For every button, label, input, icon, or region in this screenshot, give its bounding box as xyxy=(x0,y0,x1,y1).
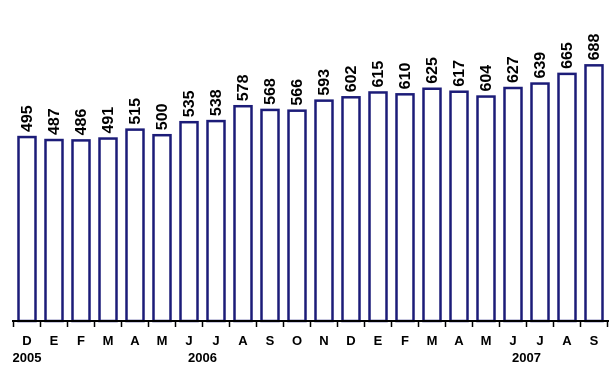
value-label-6: 535 xyxy=(181,90,198,117)
category-label-9: S xyxy=(266,333,275,348)
bar-16 xyxy=(449,90,469,323)
category-label-7: J xyxy=(212,333,219,348)
value-label-15: 625 xyxy=(424,57,441,84)
value-label-0: 495 xyxy=(19,105,36,132)
category-label-6: J xyxy=(185,333,192,348)
value-label-9: 568 xyxy=(262,78,279,105)
bar-21 xyxy=(584,64,604,323)
value-labels-group: 495 487 486 491 515 500 535 538 578 568 566 593 602 6… xyxy=(19,34,603,136)
value-label-14: 610 xyxy=(397,63,414,90)
category-label-8: A xyxy=(238,333,248,348)
bar-18 xyxy=(503,86,523,323)
value-label-11: 593 xyxy=(316,69,333,96)
value-label-18: 627 xyxy=(505,56,522,83)
category-label-10: O xyxy=(292,333,302,348)
value-label-21: 688 xyxy=(586,34,603,61)
value-label-16: 617 xyxy=(451,60,468,87)
category-label-16: A xyxy=(454,333,464,348)
value-label-17: 604 xyxy=(478,65,495,92)
bar-9 xyxy=(260,108,280,323)
bar-19 xyxy=(530,82,550,323)
value-label-5: 500 xyxy=(154,103,171,130)
bar-0 xyxy=(17,135,37,323)
category-label-17: M xyxy=(481,333,492,348)
year-label-2005: 2005 xyxy=(13,350,42,365)
category-label-11: N xyxy=(319,333,328,348)
bar-1 xyxy=(44,138,64,323)
bar-20 xyxy=(557,72,577,323)
value-label-19: 639 xyxy=(532,52,549,79)
value-label-12: 602 xyxy=(343,65,360,92)
bar-4 xyxy=(125,128,145,323)
bar-6 xyxy=(179,120,199,323)
value-label-4: 515 xyxy=(127,98,144,125)
category-label-12: D xyxy=(346,333,355,348)
category-label-18: J xyxy=(509,333,516,348)
bar-13 xyxy=(368,91,388,323)
bar-14 xyxy=(395,93,415,323)
value-label-2: 486 xyxy=(73,109,90,136)
category-label-3: M xyxy=(103,333,114,348)
bars-group xyxy=(17,64,604,323)
category-label-13: E xyxy=(374,333,383,348)
category-label-21: S xyxy=(590,333,599,348)
value-label-10: 566 xyxy=(289,79,306,106)
bar-10 xyxy=(287,109,307,323)
bar-11 xyxy=(314,99,334,323)
year-label-2007: 2007 xyxy=(512,350,541,365)
value-label-13: 615 xyxy=(370,61,387,88)
year-labels-group: 2005 2006 2007 xyxy=(13,350,541,365)
category-label-5: M xyxy=(157,333,168,348)
bar-5 xyxy=(152,133,172,323)
value-label-1: 487 xyxy=(46,108,63,135)
category-label-14: F xyxy=(401,333,409,348)
bar-17 xyxy=(476,95,496,323)
category-label-20: A xyxy=(562,333,572,348)
category-label-4: A xyxy=(130,333,140,348)
category-label-15: M xyxy=(427,333,438,348)
bar-3 xyxy=(98,137,118,323)
value-label-3: 491 xyxy=(100,107,117,134)
category-label-0: D xyxy=(22,333,31,348)
bar-7 xyxy=(206,119,226,323)
bar-15 xyxy=(422,87,442,323)
year-label-2006: 2006 xyxy=(188,350,217,365)
category-label-2: F xyxy=(77,333,85,348)
value-label-20: 665 xyxy=(559,42,576,69)
bar-2 xyxy=(71,139,91,323)
category-label-19: J xyxy=(536,333,543,348)
value-label-8: 578 xyxy=(235,74,252,101)
bar-8 xyxy=(233,104,253,323)
value-label-7: 538 xyxy=(208,89,225,116)
x-axis-ticks-group xyxy=(12,321,609,327)
category-label-1: E xyxy=(50,333,59,348)
bar-12 xyxy=(341,96,361,323)
